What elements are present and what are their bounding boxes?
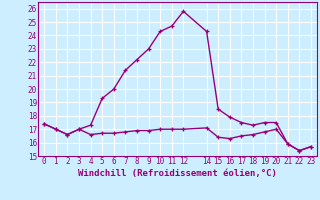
X-axis label: Windchill (Refroidissement éolien,°C): Windchill (Refroidissement éolien,°C): [78, 169, 277, 178]
